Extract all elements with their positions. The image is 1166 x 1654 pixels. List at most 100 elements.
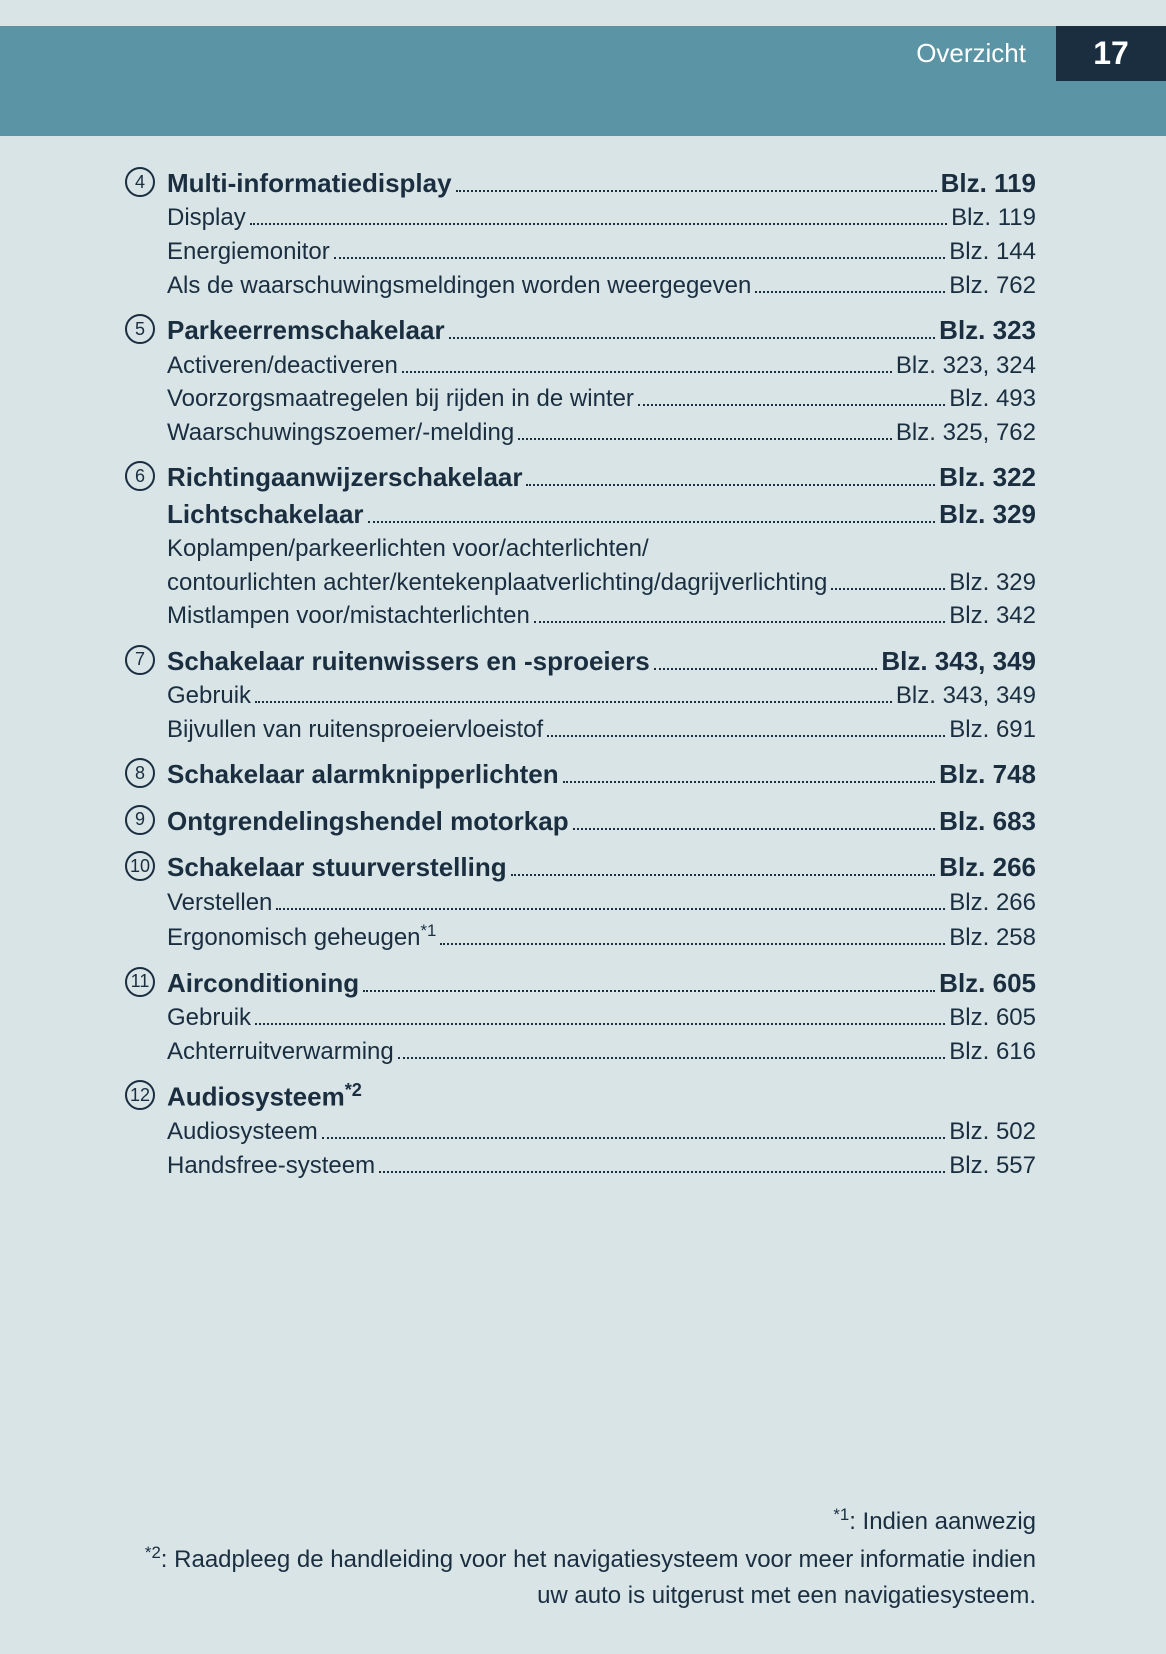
section-body: Schakelaar stuurverstellingBlz. 266Verst… [167,849,1036,955]
sub-label: Als de waarschuwingsmeldingen worden wee… [167,269,751,303]
leader-dots [573,828,936,830]
leader-dots [534,621,945,623]
section-number-circle: 4 [125,167,155,197]
page-ref: Blz. 493 [949,382,1036,416]
page-ref: Blz. 329 [939,496,1036,532]
section-head-line: Ontgrendelingshendel motorkap Blz. 683 [167,803,1036,839]
page-ref: Blz. 144 [949,235,1036,269]
section-body: ParkeerremschakelaarBlz. 323Activeren/de… [167,312,1036,449]
index-section: 5ParkeerremschakelaarBlz. 323Activeren/d… [125,312,1036,449]
leader-dots [255,1023,945,1025]
section-head-line: Audiosysteem*2 [167,1078,1036,1115]
page-ref: Blz. 557 [949,1149,1036,1183]
sub-label: Mistlampen voor/mistachterlichten [167,599,530,633]
page-ref: Blz. 691 [949,713,1036,747]
sub-line-wrap: Koplampen/parkeerlichten voor/achterlich… [167,532,1036,566]
page-ref: Blz. 258 [949,921,1036,955]
section-head-line: ParkeerremschakelaarBlz. 323 [167,312,1036,348]
sub-line: DisplayBlz. 119 [167,201,1036,235]
section-head-label: Parkeerremschakelaar [167,312,445,348]
sub-label: Verstellen [167,886,272,920]
page-ref: Blz. 325, 762 [896,416,1036,450]
leader-dots [526,484,935,486]
leader-dots [755,291,945,293]
leader-dots [255,701,892,703]
sub-line: Ergonomisch geheugen*1 Blz. 258 [167,919,1036,955]
sub-label: Bijvullen van ruitensproeiervloeistof [167,713,543,747]
section-head-label: Multi-informatiedisplay [167,165,452,201]
page-ref: Blz. 683 [939,803,1036,839]
leader-dots [368,521,936,523]
section-number-circle: 8 [125,758,155,788]
sub-line: Voorzorgsmaatregelen bij rijden in de wi… [167,382,1036,416]
page-ref: Blz. 343, 349 [896,679,1036,713]
index-section: 12 Audiosysteem*2AudiosysteemBlz. 502Hand… [125,1078,1036,1182]
section-head-line: AirconditioningBlz. 605 [167,965,1036,1001]
page-number-box: 17 [1056,26,1166,81]
page-ref: Blz. 748 [939,756,1036,792]
superscript: *2 [345,1080,362,1100]
page-ref: Blz. 329 [949,566,1036,600]
section-number-circle: 12 [125,1080,155,1110]
sub-line: Bijvullen van ruitensproeiervloeistof Blz… [167,713,1036,747]
footnote: *2: Raadpleeg de handleiding voor het na… [125,1540,1036,1614]
section-number-circle: 9 [125,805,155,835]
leader-dots [363,990,935,992]
leader-dots [831,588,945,590]
section-number-circle: 11 [125,967,155,997]
page-ref: Blz. 342 [949,599,1036,633]
page-ref: Blz. 762 [949,269,1036,303]
sub-line: Achterruitverwarming Blz. 616 [167,1035,1036,1069]
leader-dots [322,1137,946,1139]
page-number: 17 [1093,35,1129,72]
sub-label: Achterruitverwarming [167,1035,394,1069]
footnote-mark: *1 [833,1505,849,1524]
section-number-circle: 7 [125,645,155,675]
leader-dots [402,371,892,373]
index-section: 4Multi-informatiedisplayBlz. 119DisplayB… [125,165,1036,302]
leader-dots [440,943,945,945]
sub-label: Energiemonitor [167,235,330,269]
sub-label: contourlichten achter/kentekenplaatverli… [167,566,827,600]
sub-label: Lichtschakelaar [167,496,364,532]
section-head-line: Schakelaar alarmknipperlichtenBlz. 748 [167,756,1036,792]
page-ref: Blz. 343, 349 [881,643,1036,679]
sub-label: Ergonomisch geheugen*1 [167,919,436,955]
sub-label: Gebruik [167,1001,251,1035]
page-ref: Blz. 266 [949,886,1036,920]
sub-label: Voorzorgsmaatregelen bij rijden in de wi… [167,382,634,416]
leader-dots [547,735,945,737]
leader-dots [518,438,892,440]
header-title: Overzicht [916,26,1056,69]
section-body: Multi-informatiedisplayBlz. 119DisplayBl… [167,165,1036,302]
page-ref: Blz. 502 [949,1115,1036,1149]
sub-label: Display [167,201,246,235]
page-ref: Blz. 605 [939,965,1036,1001]
sub-line: Energiemonitor Blz. 144 [167,235,1036,269]
leader-dots [276,908,945,910]
sub-line: Waarschuwingszoemer/-meldingBlz. 325, 76… [167,416,1036,450]
index-section: 11 AirconditioningBlz. 605Gebruik Blz. 605… [125,965,1036,1069]
section-head-label: Audiosysteem*2 [167,1078,362,1115]
section-head-label: Schakelaar stuurverstelling [167,849,507,885]
page-ref: Blz. 616 [949,1035,1036,1069]
leader-dots [334,257,946,259]
leader-dots [563,781,936,783]
section-head-label: Ontgrendelingshendel motorkap [167,803,569,839]
sub-line: Activeren/deactiverenBlz. 323, 324 [167,349,1036,383]
section-head-line: Multi-informatiedisplay Blz. 119 [167,165,1036,201]
page-ref: Blz. 323, 324 [896,349,1036,383]
section-body: Ontgrendelingshendel motorkap Blz. 683 [167,803,1036,839]
leader-dots [638,404,945,406]
sub-line: Verstellen Blz. 266 [167,886,1036,920]
section-body: Audiosysteem*2AudiosysteemBlz. 502Handsf… [167,1078,1036,1182]
page-ref: Blz. 119 [941,165,1036,201]
sub-line: Mistlampen voor/mistachterlichten Blz. 34… [167,599,1036,633]
section-head-line: Schakelaar ruitenwissers en -sproeiersBl… [167,643,1036,679]
leader-dots [398,1057,946,1059]
index-section: 9 Ontgrendelingshendel motorkap Blz. 683 [125,803,1036,839]
footnote-mark: *2 [145,1543,161,1562]
sub-line: GebruikBlz. 343, 349 [167,679,1036,713]
leader-dots [250,223,947,225]
sub-line: Lichtschakelaar Blz. 329 [167,496,1036,532]
